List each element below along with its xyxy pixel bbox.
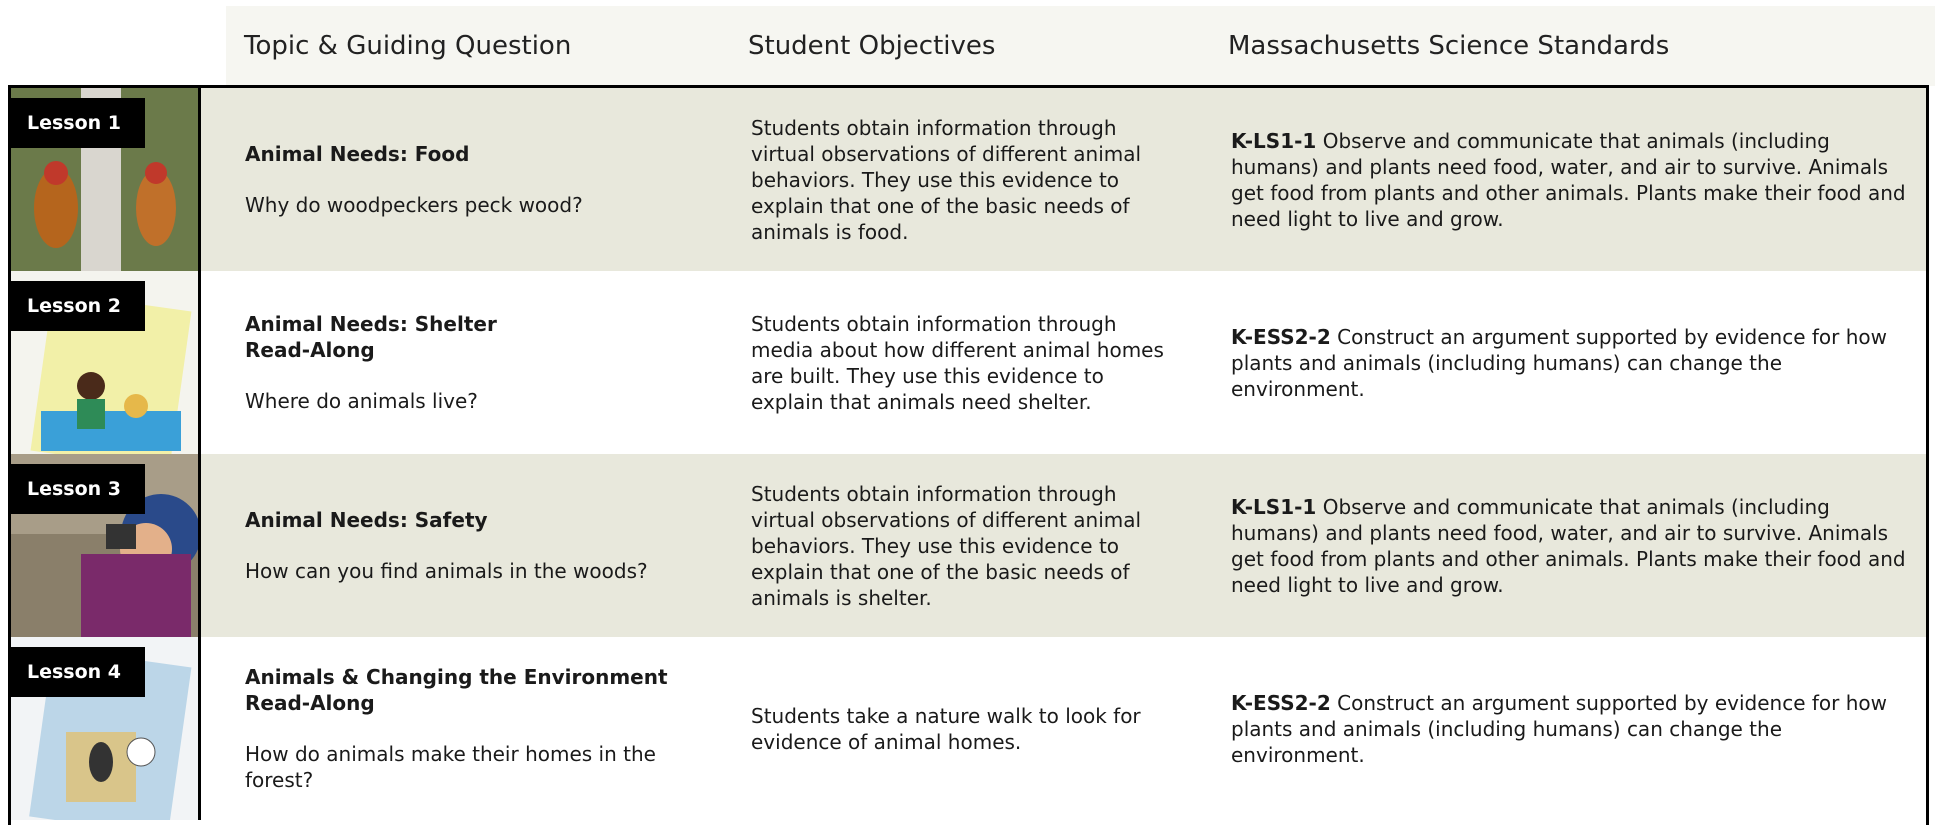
table-row: Lesson 2 Animal Needs: Shelter Read-Along W… [11,271,1926,454]
standard-paragraph: K-LS1-1 Observe and communicate that ani… [1231,128,1911,232]
guiding-question: How can you find animals in the woods? [245,559,648,583]
objectives-text: Students obtain information through virt… [751,115,1142,244]
standard-text: Observe and communicate that animals (in… [1231,128,1906,231]
standard-code: K-ESS2-2 [1231,324,1331,349]
objectives-text: Students obtain information through medi… [751,311,1164,414]
topic-title: Animals & Changing the Environment [245,665,668,689]
standard-text: Observe and communicate that animals (in… [1231,494,1906,597]
lesson-thumbnail: Lesson 4 [11,637,201,820]
standard-text: Construct an argument supported by evide… [1231,690,1887,767]
topic-title: Animal Needs: Safety [245,508,488,532]
column-header: Topic & Guiding Question [244,31,572,61]
objectives-text: Students take a nature walk to look for … [751,703,1141,754]
standards-cell: K-LS1-1 Observe and communicate that ani… [1231,454,1911,637]
topic-cell: Animal Needs: Food Why do woodpeckers pec… [245,88,715,271]
standard-text: Construct an argument supported by evide… [1231,324,1887,401]
lesson-label: Lesson 1 [11,98,145,148]
lesson-table: Lesson 1 Animal Needs: Food Why do woodpec… [8,85,1929,825]
objectives-cell: Students obtain information through virt… [751,88,1181,271]
topic-title: Read-Along [245,338,375,362]
standard-code: K-LS1-1 [1231,128,1317,153]
lesson-label: Lesson 2 [11,281,145,331]
column-header: Massachusetts Science Standards [1228,31,1670,61]
objectives-cell: Students obtain information through medi… [751,271,1181,454]
table-row: Lesson 3 Animal Needs: Safety How can you … [11,454,1926,637]
table-row: Lesson 4 Animals & Changing the Environme… [11,637,1926,820]
objectives-cell: Students take a nature walk to look for … [751,637,1181,820]
table-row: Lesson 1 Animal Needs: Food Why do woodpec… [11,88,1926,271]
topic-cell: Animal Needs: Shelter Read-Along Where do … [245,271,715,454]
standard-paragraph: K-ESS2-2 Construct an argument supported… [1231,690,1911,768]
standards-cell: K-ESS2-2 Construct an argument supported… [1231,637,1911,820]
objectives-cell: Students obtain information through virt… [751,454,1181,637]
standard-code: K-ESS2-2 [1231,690,1331,715]
topic-cell: Animals & Changing the Environment Read-A… [245,637,715,820]
lesson-label: Lesson 3 [11,464,145,514]
lesson-thumbnail: Lesson 2 [11,271,201,454]
topic-title: Read-Along [245,691,375,715]
standard-paragraph: K-LS1-1 Observe and communicate that ani… [1231,494,1911,598]
standard-code: K-LS1-1 [1231,494,1317,519]
standard-paragraph: K-ESS2-2 Construct an argument supported… [1231,324,1911,402]
guiding-question: Where do animals live? [245,389,478,413]
topic-title: Animal Needs: Food [245,142,470,166]
topic-cell: Animal Needs: Safety How can you find ani… [245,454,715,637]
guiding-question: Why do woodpeckers peck wood? [245,193,583,217]
lesson-thumbnail: Lesson 1 [11,88,201,271]
topic-title: Animal Needs: Shelter [245,312,497,336]
standards-cell: K-LS1-1 Observe and communicate that ani… [1231,88,1911,271]
lesson-thumbnail: Lesson 3 [11,454,201,637]
objectives-text: Students obtain information through virt… [751,481,1142,610]
guiding-question: How do animals make their homes in the f… [245,742,656,792]
standards-cell: K-ESS2-2 Construct an argument supported… [1231,271,1911,454]
column-header: Student Objectives [748,31,996,61]
lesson-label: Lesson 4 [11,647,145,697]
table-header: Topic & Guiding Question Student Objecti… [226,6,1935,86]
